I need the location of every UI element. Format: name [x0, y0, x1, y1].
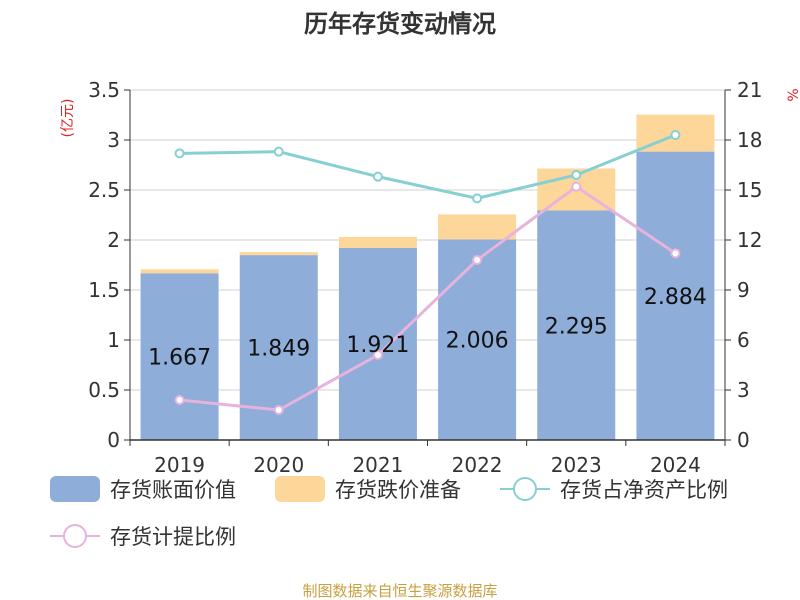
y-axis-label: (亿元) [60, 99, 76, 138]
legend-swatch-marker [63, 524, 87, 548]
bar-value-label: 2.884 [644, 285, 707, 310]
y-tick-label: 2.5 [88, 178, 120, 202]
bar [140, 269, 219, 274]
y-tick-label: 0.5 [88, 378, 120, 402]
grid-lines [130, 89, 725, 391]
legend-swatch-marker [513, 477, 537, 501]
x-tick-label: 2019 [154, 453, 205, 477]
y-tick-label: 3 [107, 128, 120, 152]
y-axis-right-label: % [786, 88, 800, 101]
bar [338, 236, 417, 248]
x-tick-label: 2021 [352, 453, 403, 477]
y-right-tick-label: 6 [737, 328, 750, 352]
y-tick-label: 3.5 [88, 78, 120, 102]
line-point [273, 405, 284, 415]
y-right-tick-label: 18 [737, 128, 762, 152]
y-right-tick-label: 0 [737, 428, 750, 452]
x-tick-label: 2023 [551, 453, 602, 477]
line-point [670, 248, 681, 259]
y-tick-label: 1 [107, 328, 120, 352]
bar [239, 252, 318, 256]
y-tick-label: 1.5 [88, 278, 120, 302]
line-point [372, 171, 383, 182]
data-labels: 1.667 1.849 1.921 2.006 2.295 2.884 [148, 285, 707, 371]
legend-label: 存货占净资产比例 [560, 478, 728, 502]
line-point [174, 395, 185, 405]
line-point [472, 193, 483, 204]
bar-value-label: 1.849 [247, 337, 310, 362]
line-point [174, 148, 185, 159]
bar [140, 273, 219, 440]
series-line [179, 184, 677, 412]
source-text: 制图数据来自恒生聚源数据库 [302, 582, 497, 600]
bar [537, 210, 616, 440]
legend-swatch [275, 476, 325, 502]
bar [438, 239, 517, 440]
bar [636, 151, 715, 440]
legend-label: 存货计提比例 [110, 525, 236, 549]
x-tick-label: 2022 [452, 453, 503, 477]
line-point [571, 181, 582, 192]
y-right-tick-label: 12 [737, 228, 762, 252]
y-right-tick-label: 9 [737, 278, 750, 302]
line-point [670, 130, 681, 140]
y-tick-label: 0 [107, 428, 120, 452]
line-point [472, 255, 483, 265]
axes: 0 0.5 1 1.5 2 2.5 3 3.5 0 3 6 9 12 15 18 21 2019 2020 2021… [88, 78, 762, 477]
y-right-tick-label: 21 [737, 78, 762, 102]
line-point [571, 170, 582, 180]
y-right-tick-label: 15 [737, 178, 762, 202]
series-lines [174, 130, 681, 415]
x-tick-label: 2020 [253, 453, 304, 477]
chart-title: 历年存货变动情况 [304, 10, 496, 38]
bar-value-label: 1.921 [346, 333, 409, 358]
bar [438, 214, 517, 240]
x-tick-label: 2024 [650, 453, 701, 477]
bar-value-label: 1.667 [148, 346, 211, 371]
legend-label: 存货账面价值 [110, 478, 236, 502]
series-line [179, 133, 676, 200]
bar [338, 247, 417, 440]
line-point [372, 350, 383, 360]
legend-label: 存货跌价准备 [335, 478, 461, 502]
bar-value-label: 2.006 [446, 329, 509, 354]
bars [140, 114, 715, 440]
y-tick-label: 2 [107, 228, 120, 252]
line-point [273, 146, 284, 157]
bar-value-label: 2.295 [545, 314, 608, 339]
legend-swatch [50, 476, 100, 502]
y-right-tick-label: 3 [737, 378, 750, 402]
